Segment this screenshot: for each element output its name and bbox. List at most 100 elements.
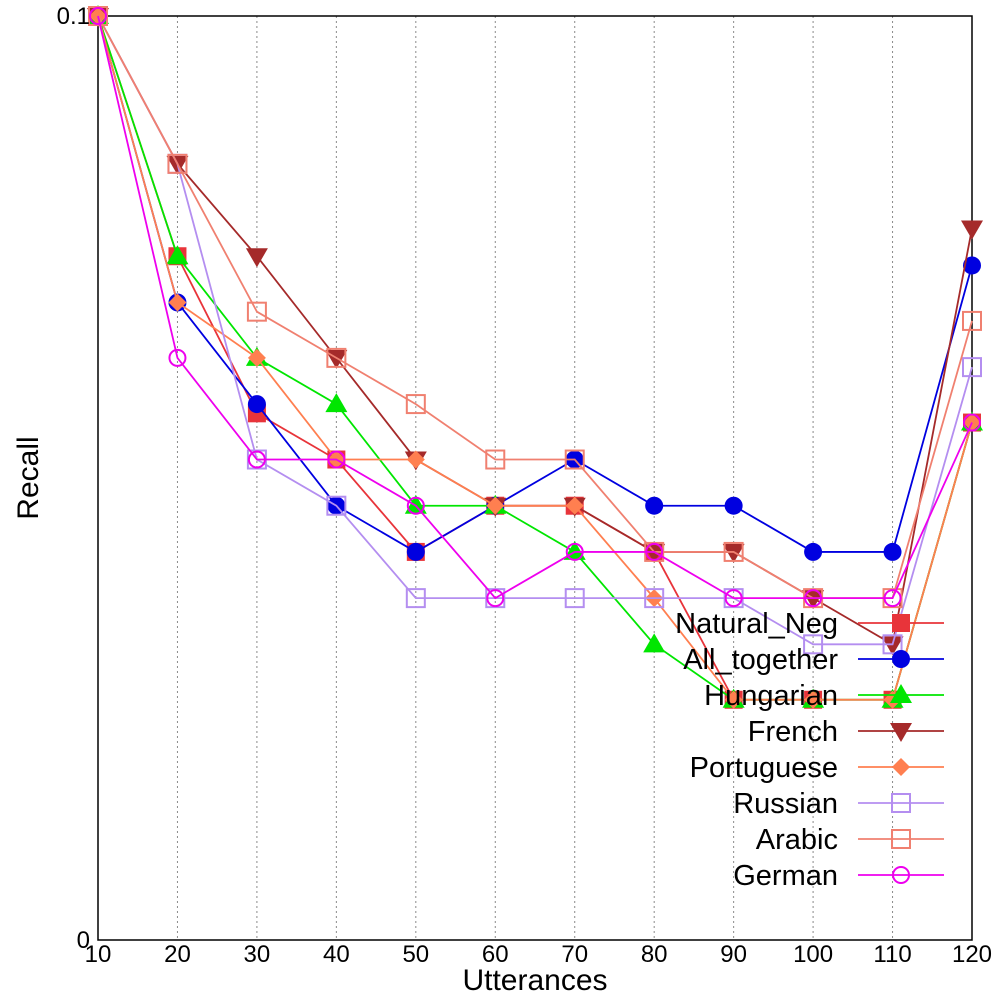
data-point (89, 7, 107, 25)
data-point (168, 348, 187, 367)
grid-lines (176, 16, 894, 940)
series-line (97, 15, 973, 600)
data-point (327, 450, 346, 469)
x-tick-label: 50 (402, 941, 429, 968)
data-point (644, 588, 665, 609)
data-point (485, 449, 506, 470)
legend-marker (892, 758, 910, 776)
x-tick-label: 90 (720, 941, 747, 968)
data-point (326, 495, 347, 516)
data-point (804, 690, 823, 709)
data-point (645, 496, 664, 515)
series-line (97, 15, 973, 646)
legend-marker (891, 793, 911, 813)
data-point (724, 589, 743, 608)
data-point (247, 395, 266, 414)
data-point (882, 634, 903, 655)
data-point (246, 301, 267, 322)
series-line (97, 15, 973, 701)
data-point (962, 310, 982, 331)
series-portuguese (89, 7, 981, 709)
legend-marker (890, 684, 912, 703)
series-line (97, 15, 973, 600)
data-point (405, 588, 426, 609)
x-tick-label: 100 (793, 941, 833, 968)
data-point (565, 542, 584, 561)
legend-marker (891, 829, 911, 849)
data-point (325, 393, 348, 413)
data-point (167, 153, 188, 174)
data-point (724, 690, 743, 709)
data-point (486, 589, 505, 608)
data-point (406, 496, 425, 515)
data-point (564, 588, 585, 609)
data-point (962, 357, 982, 378)
legend-label: Natural_Neg (675, 608, 838, 640)
legend-label: Portuguese (690, 752, 838, 784)
legend-marker (892, 866, 910, 884)
legend-item: All_together (683, 644, 944, 676)
data-point (804, 589, 823, 608)
data-point (166, 245, 189, 265)
legend-item: French (748, 716, 944, 748)
series-line (97, 15, 973, 646)
x-tick-label: 20 (164, 941, 191, 968)
x-axis-title: Utterances (462, 964, 607, 997)
x-tick-label: 120 (952, 941, 992, 968)
data-point (406, 542, 425, 561)
data-point (247, 348, 266, 367)
legend-item: Portuguese (690, 752, 944, 784)
series-arabic (88, 6, 982, 609)
legend: Natural_Neg All_together Hungarian French Po… (675, 608, 944, 892)
x-tick-label: 80 (641, 941, 668, 968)
x-tick-label: 40 (323, 941, 350, 968)
legend-label: All_together (683, 644, 838, 676)
legend-label: German (733, 860, 838, 892)
plot-frame (97, 15, 973, 941)
x-tick-label: 70 (561, 941, 588, 968)
legend-item: Russian (733, 788, 944, 820)
data-point (405, 394, 426, 415)
data-point (883, 542, 902, 561)
data-point (961, 220, 983, 240)
data-point (804, 542, 823, 561)
legend-label: Hungarian (704, 680, 838, 712)
legend-item: German (733, 860, 944, 892)
series-line (97, 15, 973, 553)
series-natural_neg (89, 7, 981, 709)
legend-marker (890, 723, 912, 742)
data-point (168, 293, 187, 312)
data-point (723, 541, 744, 562)
y-tick-label: 0.1 (57, 3, 90, 30)
data-point (883, 589, 902, 608)
legend-label: Russian (733, 788, 838, 820)
data-point (643, 633, 666, 653)
legend-item: Arabic (756, 824, 944, 856)
data-point (486, 496, 505, 515)
series-russian (88, 6, 982, 655)
data-point (724, 496, 743, 515)
y-tick-label: 0 (77, 927, 90, 954)
data-point (565, 496, 584, 515)
data-point (963, 413, 981, 432)
series-german (89, 7, 981, 608)
y-axis-title: Recall (12, 436, 45, 519)
series-french (87, 8, 983, 656)
data-point (963, 256, 981, 275)
legend-item: Natural_Neg (675, 608, 944, 640)
data-point (643, 543, 666, 563)
x-tick-label: 60 (482, 941, 509, 968)
data-point (406, 450, 425, 469)
legend-marker (892, 614, 910, 632)
data-point (564, 449, 585, 470)
data-point (326, 347, 347, 368)
data-point (722, 543, 745, 563)
legend-item: Hungarian (704, 680, 944, 712)
legend-label: French (748, 716, 838, 748)
x-tick-label: 110 (873, 941, 911, 968)
tick-labels: 10 20 30 40 50 60 70 80 90 100 110 120 0 0.1 (57, 3, 992, 968)
legend-label: Arabic (756, 824, 838, 856)
series-layer (87, 5, 983, 709)
